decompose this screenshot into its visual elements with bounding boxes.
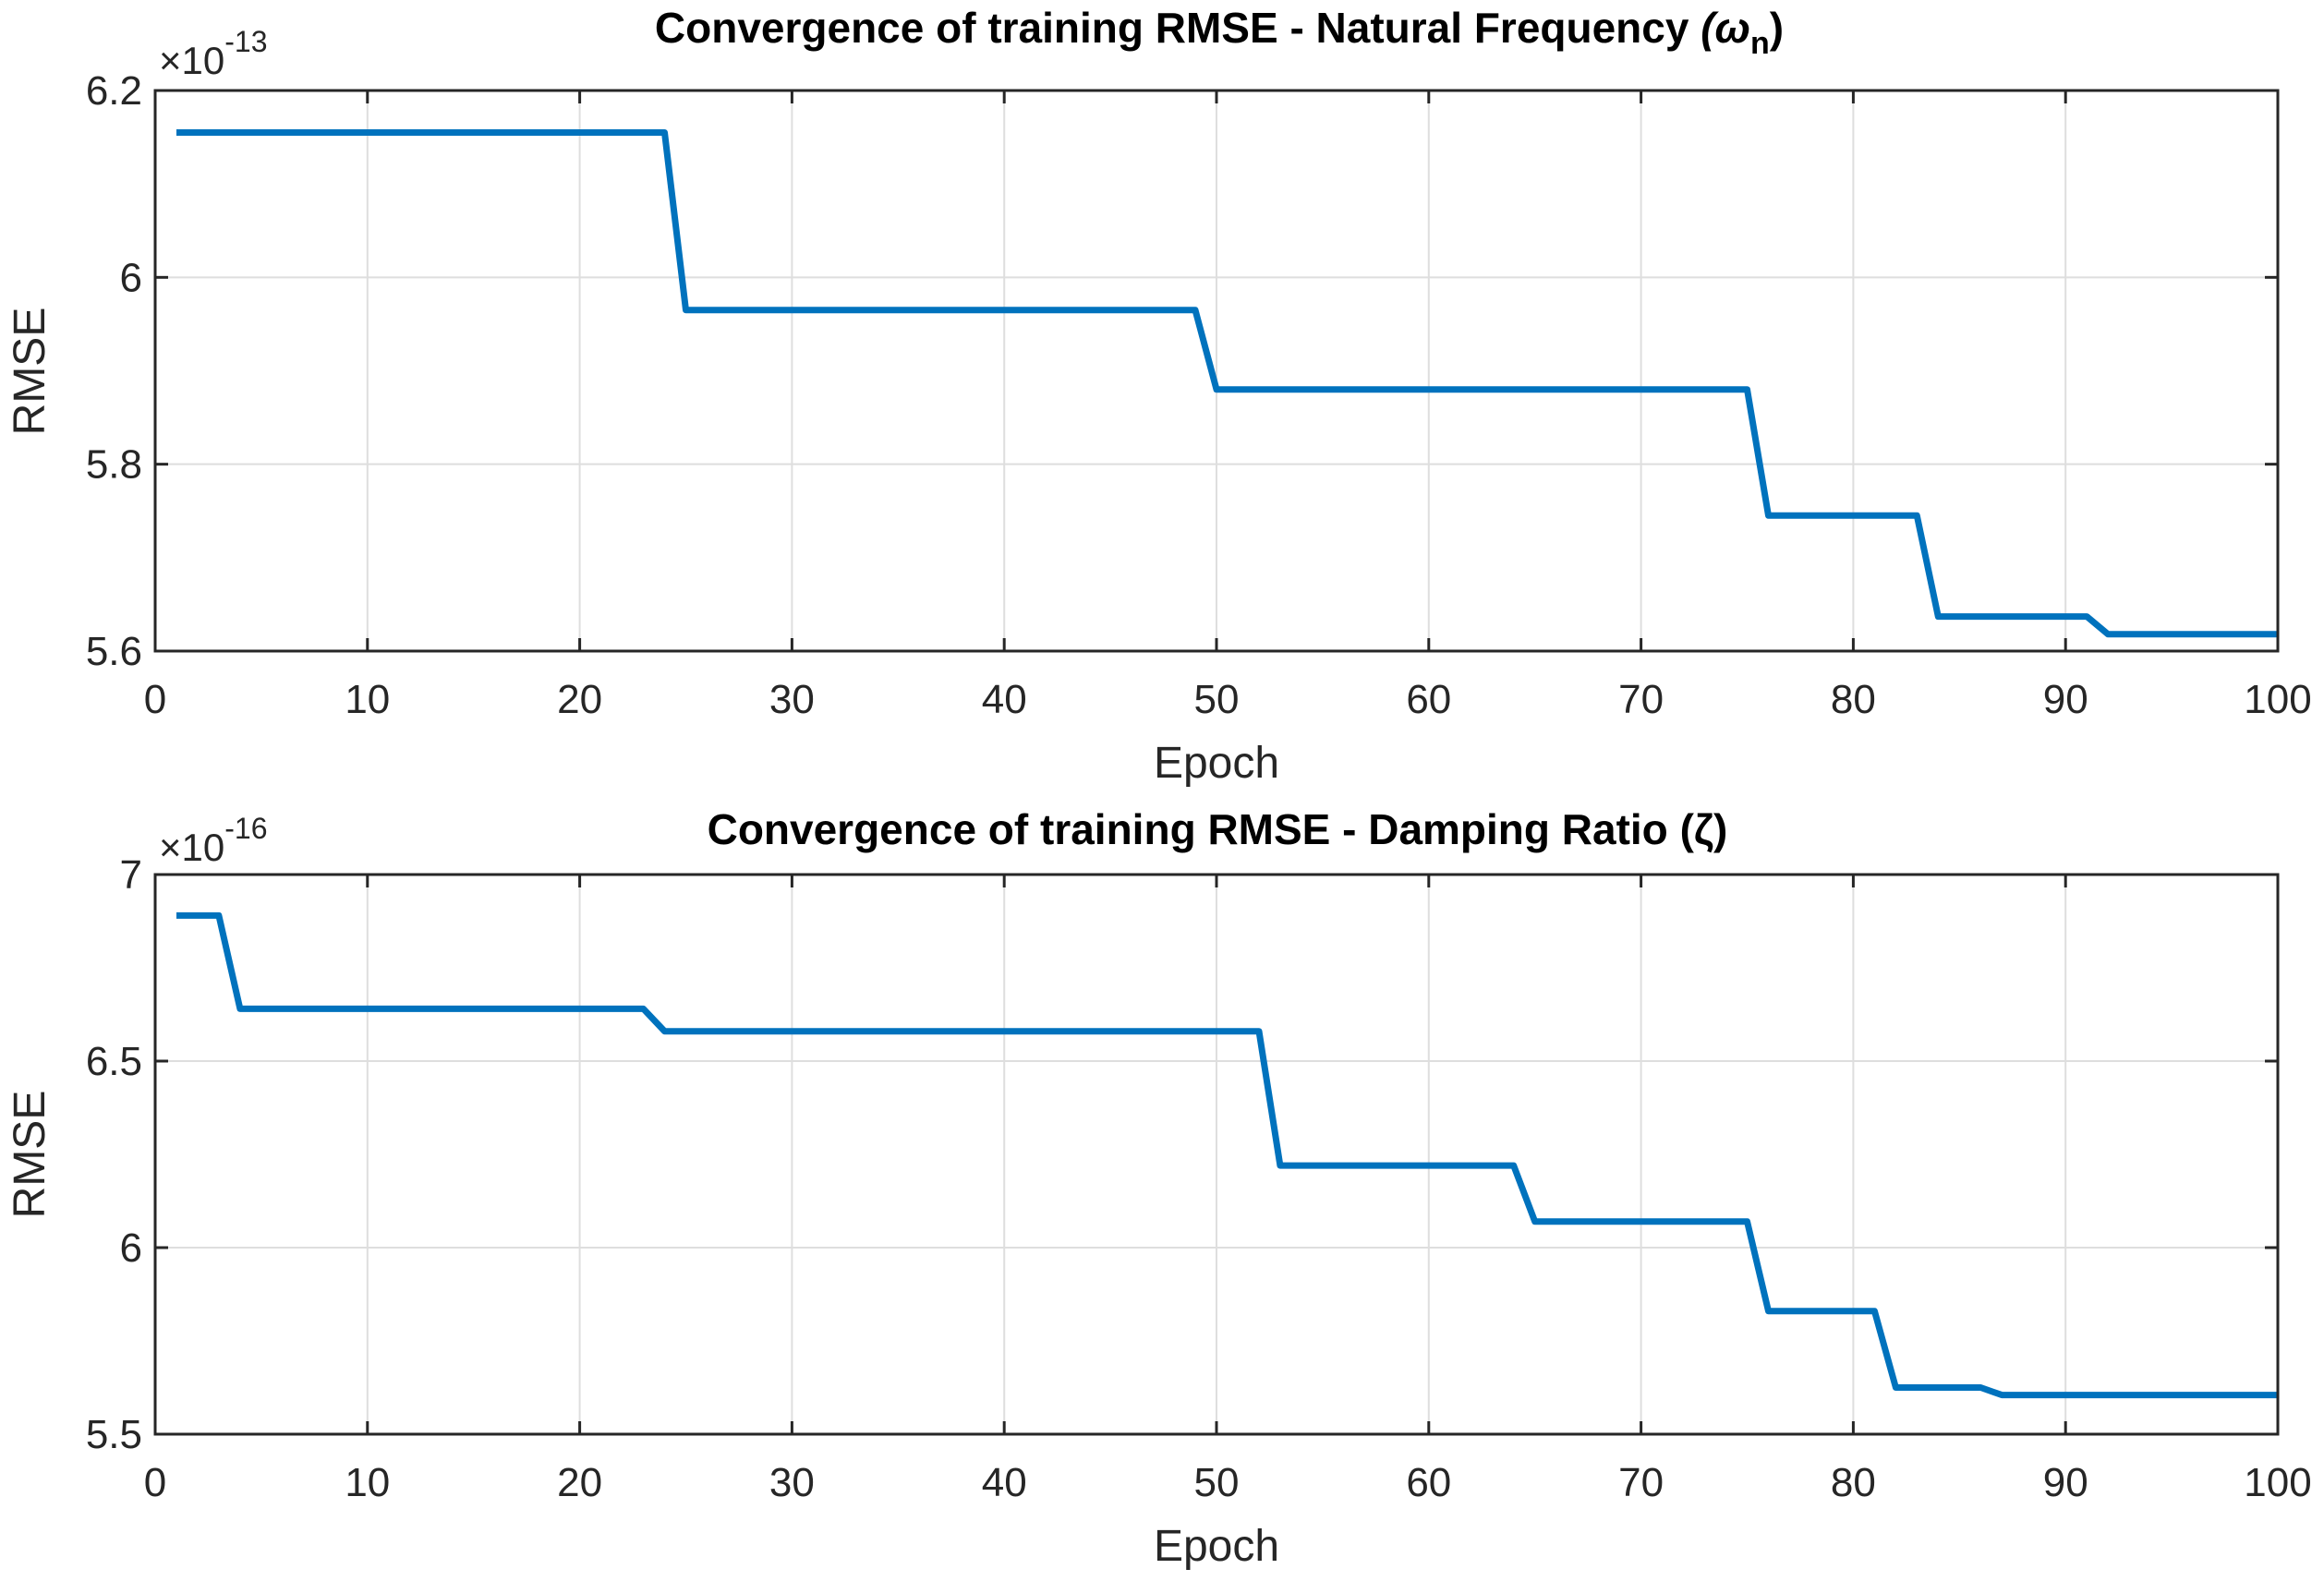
x-axis-label: Epoch (1154, 739, 1279, 788)
y-tick-label: 6 (120, 255, 142, 300)
chart-title: Convergence of training RMSE - Natural F… (655, 4, 1784, 61)
series-line-rmse (176, 129, 2278, 638)
grid-lines (155, 875, 2278, 1434)
y-tick-label: 5.6 (86, 629, 142, 674)
x-tick-label: 70 (1618, 677, 1664, 722)
x-tick-labels: 0 10 20 30 40 50 60 70 80 90 100 (144, 1460, 2312, 1505)
x-tick-label: 10 (345, 1460, 390, 1505)
y-multiplier: ×10-13 (159, 25, 268, 82)
y-tick-label: 5.5 (86, 1412, 142, 1457)
x-tick-label: 80 (1831, 1460, 1876, 1505)
x-tick-label: 30 (769, 1460, 815, 1505)
y-multiplier: ×10-16 (159, 812, 268, 869)
x-tick-label: 60 (1406, 1460, 1451, 1505)
chart-title: Convergence of training RMSE - Damping R… (708, 805, 1728, 853)
x-tick-label: 20 (557, 1460, 602, 1505)
x-tick-label: 20 (557, 677, 602, 722)
y-axis-label: RMSE (6, 308, 54, 436)
x-tick-label: 100 (2244, 677, 2311, 722)
grid-lines (155, 91, 2278, 651)
x-tick-label: 10 (345, 677, 390, 722)
x-tick-label: 60 (1406, 677, 1451, 722)
y-axis-label: RMSE (6, 1091, 54, 1219)
x-tick-label: 40 (982, 1460, 1027, 1505)
x-tick-label: 0 (144, 677, 166, 722)
x-tick-label: 0 (144, 1460, 166, 1505)
y-tick-label: 6.5 (86, 1039, 142, 1084)
x-tick-label: 50 (1194, 677, 1240, 722)
chart-panel-natural-frequency: Convergence of training RMSE - Natural F… (6, 4, 2312, 788)
axis-ticks (153, 873, 2280, 1436)
x-tick-label: 100 (2244, 1460, 2311, 1505)
y-tick-label: 5.8 (86, 442, 142, 488)
axis-ticks (153, 89, 2280, 653)
x-axis-label: Epoch (1154, 1522, 1279, 1571)
y-tick-label: 6 (120, 1225, 142, 1271)
x-tick-label: 90 (2043, 677, 2088, 722)
series-line-rmse (176, 911, 2278, 1399)
x-tick-label: 70 (1618, 1460, 1664, 1505)
x-tick-label: 40 (982, 677, 1027, 722)
y-tick-labels: 5.5 6 6.5 7 (86, 852, 142, 1457)
x-tick-label: 80 (1831, 677, 1876, 722)
y-tick-label: 7 (120, 852, 142, 898)
x-tick-labels: 0 10 20 30 40 50 60 70 80 90 100 (144, 677, 2312, 722)
x-tick-label: 30 (769, 677, 815, 722)
x-tick-label: 50 (1194, 1460, 1240, 1505)
chart-panel-damping-ratio: Convergence of training RMSE - Damping R… (6, 805, 2312, 1571)
x-tick-label: 90 (2043, 1460, 2088, 1505)
y-tick-labels: 5.6 5.8 6 6.2 (86, 68, 142, 674)
y-tick-label: 6.2 (86, 68, 142, 114)
